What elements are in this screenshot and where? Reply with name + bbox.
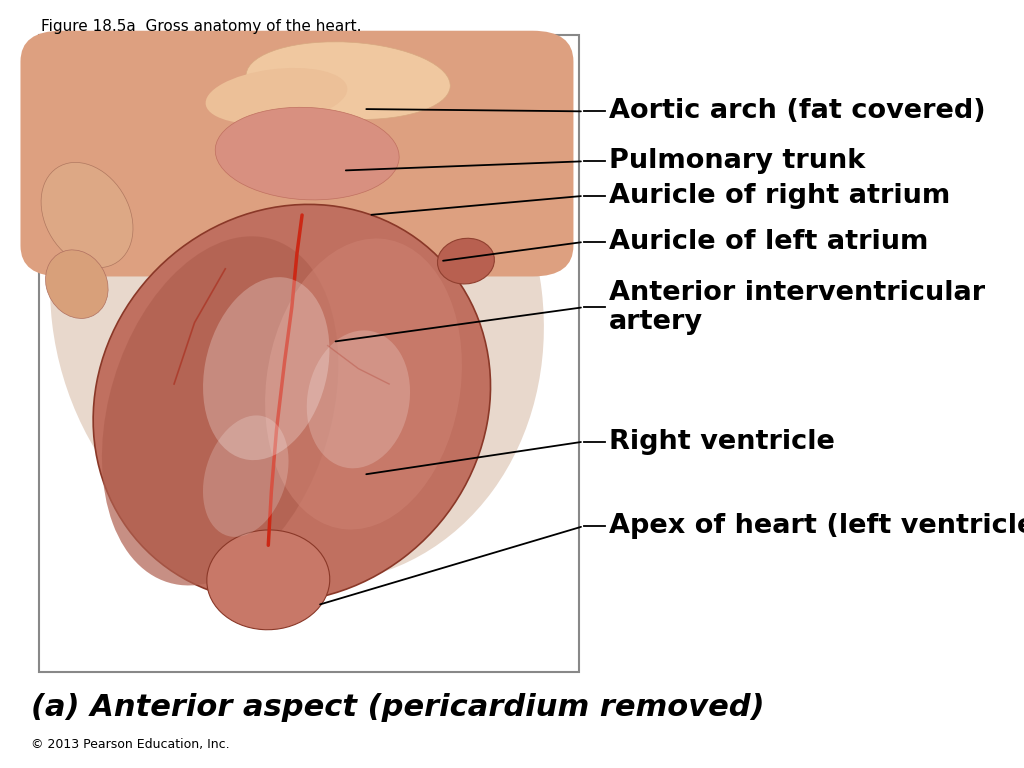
- Text: Auricle of left atrium: Auricle of left atrium: [609, 229, 929, 255]
- Ellipse shape: [307, 330, 410, 468]
- Text: Anterior interventricular
artery: Anterior interventricular artery: [609, 280, 985, 335]
- Ellipse shape: [203, 277, 330, 460]
- Ellipse shape: [203, 415, 289, 537]
- Ellipse shape: [93, 204, 490, 602]
- Text: Figure 18.5a  Gross anatomy of the heart.: Figure 18.5a Gross anatomy of the heart.: [41, 19, 361, 35]
- Text: © 2013 Pearson Education, Inc.: © 2013 Pearson Education, Inc.: [31, 738, 229, 751]
- Ellipse shape: [45, 250, 109, 319]
- Text: Pulmonary trunk: Pulmonary trunk: [609, 148, 865, 174]
- Ellipse shape: [102, 237, 338, 585]
- Text: Auricle of right atrium: Auricle of right atrium: [609, 183, 950, 209]
- Ellipse shape: [215, 108, 399, 200]
- Ellipse shape: [265, 239, 462, 529]
- FancyBboxPatch shape: [20, 31, 573, 276]
- Ellipse shape: [207, 530, 330, 630]
- Ellipse shape: [50, 31, 544, 583]
- Text: Right ventricle: Right ventricle: [609, 429, 836, 455]
- Text: Apex of heart (left ventricle): Apex of heart (left ventricle): [609, 513, 1024, 539]
- Text: Aortic arch (fat covered): Aortic arch (fat covered): [609, 98, 986, 124]
- Ellipse shape: [437, 238, 495, 284]
- Ellipse shape: [206, 68, 347, 124]
- Ellipse shape: [41, 162, 133, 268]
- Text: (a) Anterior aspect (pericardium removed): (a) Anterior aspect (pericardium removed…: [31, 693, 764, 722]
- Bar: [39, 35, 579, 672]
- Ellipse shape: [246, 41, 451, 120]
